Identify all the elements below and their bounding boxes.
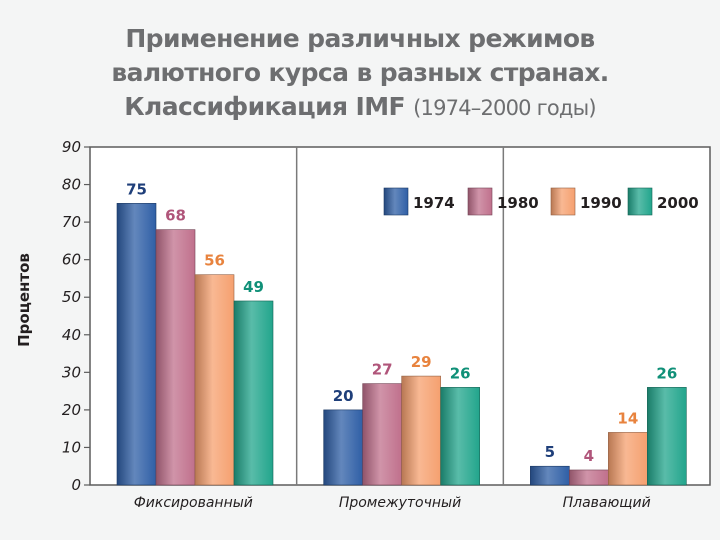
y-tick-label: 70 [62,213,81,231]
bar-2000 [647,387,687,486]
title-line-3-suffix: (1974–2000 годы) [413,96,596,120]
bar-1980 [155,229,196,486]
data-label: 27 [372,361,393,379]
data-label: 26 [656,364,677,382]
title-line-3: Классификация IMF (1974–2000 годы) [0,90,720,125]
legend-label-2000: 2000 [657,194,699,212]
bar-1974 [323,409,363,486]
category-label: Плавающий [563,495,651,511]
y-tick-label: 40 [62,326,81,344]
data-label: 4 [584,447,594,465]
legend-swatch-1974 [383,187,409,216]
y-tick-label: 60 [62,251,81,269]
legend-label-1990: 1990 [580,194,622,212]
y-tick-label: 50 [62,288,81,306]
bar-1980 [362,383,402,486]
data-label: 14 [617,409,638,427]
bar-1990 [401,375,441,486]
title-line-2: валютного курса в разных странах. [111,58,609,87]
legend-swatch-1990 [550,187,576,216]
chart-title: Применение различных режимов валютного к… [0,22,720,125]
y-tick-label: 10 [62,438,81,456]
y-tick-label: 20 [62,401,81,419]
bar-1974 [530,465,570,486]
bar-1974 [116,203,157,486]
data-label: 75 [126,180,147,198]
data-label: 68 [165,207,186,225]
y-tick-label: 80 [62,176,81,194]
data-label: 20 [333,387,354,405]
bar-2000 [440,387,480,486]
bar-1980 [569,469,609,486]
title-line-3-main: Классификация IMF [124,92,406,121]
bar-1990 [194,274,235,486]
title-line-1: Применение различных режимов [125,24,595,53]
y-tick-label: 30 [62,363,81,381]
y-tick-label: 90 [62,138,81,156]
bar-1990 [608,432,648,486]
category-label: Промежуточный [339,495,461,511]
bar-2000 [233,300,274,486]
data-label: 49 [243,278,264,296]
legend-label-1974: 1974 [413,194,455,212]
legend-swatch-2000 [627,187,653,216]
data-label: 29 [411,353,432,371]
legend-swatch-1980 [467,187,493,216]
legend-label-1980: 1980 [497,194,539,212]
data-label: 56 [204,252,225,270]
y-tick-label: 0 [71,476,81,494]
category-label: Фиксированный [134,495,253,511]
data-label: 26 [450,364,471,382]
data-label: 5 [545,443,555,461]
